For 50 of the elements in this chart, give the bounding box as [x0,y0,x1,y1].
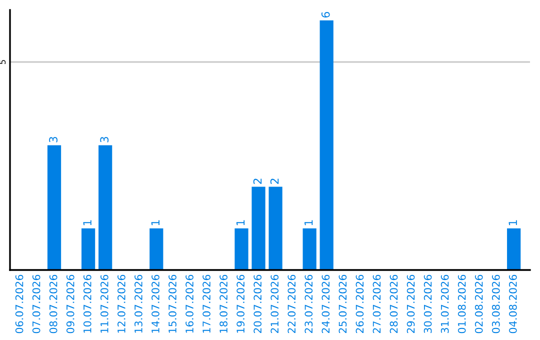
data-label: 2 [253,178,262,184]
data-label: 1 [304,220,313,226]
bar [98,145,112,270]
bar [81,228,96,270]
x-tick-label: 01.08.2026 [458,274,466,334]
x-tick-label: 26.07.2026 [356,274,364,334]
x-tick-label: 03.08.2026 [492,274,500,334]
bar [302,228,316,270]
data-label: 1 [236,220,245,226]
x-tick-label: 22.07.2026 [288,274,296,334]
x-tick-label: 10.07.2026 [83,274,92,333]
x-tick-label: 16.07.2026 [186,274,194,333]
x-tick-label: 31.07.2026 [440,274,449,334]
bar [150,228,164,270]
data-label: 1 [508,220,517,226]
data-label: 1 [151,220,160,226]
x-tick-label: 07.07.2026 [32,274,40,334]
x-tick-label: 02.08.2026 [474,274,483,334]
x-tick-label: 11.07.2026 [100,274,108,333]
x-tick-label: 25.07.2026 [338,274,347,334]
data-label: 2 [270,178,279,184]
x-tick-label: 27.07.2026 [372,274,381,334]
x-tick-label: 19.07.2026 [236,274,245,333]
x-tick-label: 09.07.2026 [66,274,74,334]
x-tick-label: 21.07.2026 [270,274,279,334]
x-tick-label: 18.07.2026 [220,274,228,333]
bar [252,186,266,270]
x-tick-label: 17.07.2026 [202,274,210,333]
x-tick-label: 06.07.2026 [15,274,24,334]
x-tick-label: 24.07.2026 [322,274,330,334]
bar [507,228,521,270]
x-tick-label: 12.07.2026 [117,274,126,333]
data-label: 6 [321,12,330,18]
x-tick-label: 20.07.2026 [254,274,262,334]
bar [234,228,248,270]
x-tick-label: 15.07.2026 [168,274,176,333]
x-tick-label: 08.07.2026 [49,274,58,334]
bar [320,20,334,270]
x-tick-label: 04.08.2026 [508,274,517,334]
bar [268,186,282,270]
data-label: 3 [49,136,58,142]
data-label: 3 [100,136,109,142]
x-tick-label: 29.07.2026 [406,274,415,334]
bar [47,145,62,270]
x-tick-label: 13.07.2026 [134,274,142,333]
x-tick-label: 30.07.2026 [424,274,432,334]
x-tick-label: 23.07.2026 [304,274,313,334]
x-tick-label: 28.07.2026 [390,274,398,334]
x-tick-label: 14.07.2026 [152,274,160,333]
data-label: 1 [83,220,92,226]
